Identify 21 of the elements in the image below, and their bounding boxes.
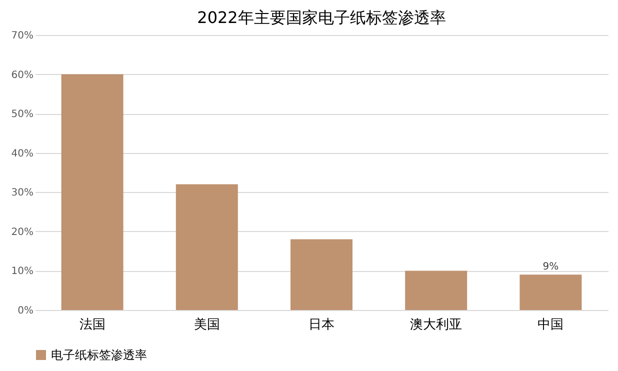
y-tick-label: 0% — [18, 306, 34, 316]
x-tick-label: 法国 — [79, 318, 106, 332]
x-tick-label: 美国 — [194, 316, 220, 332]
bar — [61, 74, 124, 310]
y-tick-label: 10% — [11, 266, 34, 278]
legend-label: 电子纸标签渗透率 — [51, 348, 147, 362]
x-tick-label: 中国 — [538, 318, 564, 332]
bar — [290, 239, 352, 310]
y-tick-label: 20% — [11, 226, 34, 238]
x-tick-label: 澳大利亚 — [410, 318, 462, 332]
y-tick-label: 60% — [11, 70, 34, 81]
y-tick-label: 50% — [11, 109, 34, 120]
y-tick-label: 40% — [11, 148, 34, 160]
bar — [520, 274, 582, 310]
chart-title: 2022年主要国家电子纸标签渗透率 — [197, 8, 446, 27]
x-tick-label: 日本 — [308, 318, 334, 332]
data-label: 9% — [542, 262, 559, 273]
y-tick-label: 70% — [11, 30, 34, 42]
bar — [176, 184, 238, 310]
y-tick-label: 30% — [11, 188, 34, 199]
bar — [405, 270, 468, 310]
